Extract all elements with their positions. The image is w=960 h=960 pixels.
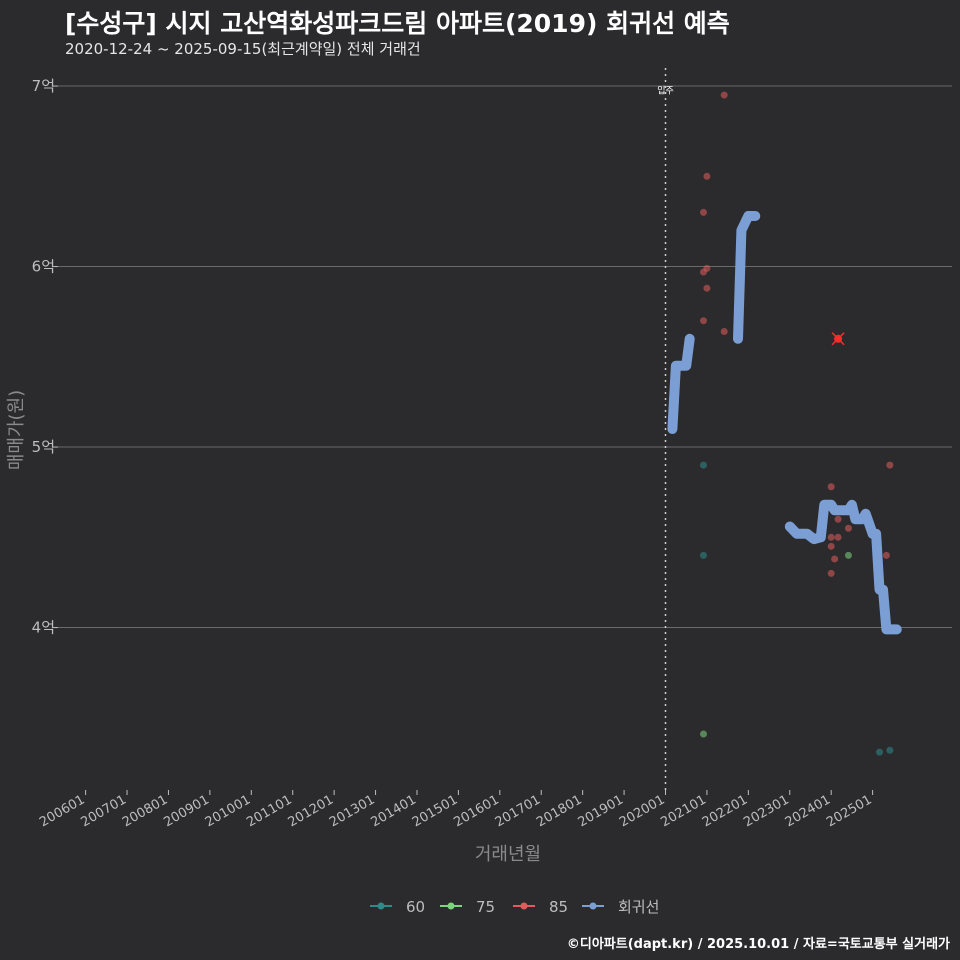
regression-line [667, 211, 902, 635]
point-85-12 [827, 542, 835, 550]
legend: 60 75 85 회귀선 [370, 898, 659, 916]
x-tick-label-9: 201501 [410, 792, 460, 830]
regression-segment-2 [784, 499, 902, 635]
point-60-2 [876, 748, 884, 756]
x-tick-label-0: 200601 [37, 792, 87, 830]
point-85-15 [834, 515, 842, 523]
point-85-3 [703, 264, 711, 272]
point-60-1 [699, 551, 707, 559]
chart-subtitle: 2020-12-24 ~ 2025-09-15(최근계약일) 전체 거래건 [65, 40, 421, 58]
highlight-cross-b [831, 332, 845, 346]
point-85-6 [720, 91, 728, 99]
x-tick-label-13: 201901 [576, 792, 626, 830]
point-85-16 [834, 533, 842, 541]
x-tick-label-17: 202301 [741, 792, 791, 830]
x-axis-label: 거래년월 [475, 844, 541, 865]
x-tick-label-8: 201401 [368, 792, 418, 830]
legend-label-0: 60 [406, 898, 425, 916]
move-in-label: 입주 [657, 84, 674, 96]
x-tick-label-11: 201701 [493, 792, 543, 830]
x-tick-label-2: 200801 [120, 792, 170, 830]
point-75-0 [699, 730, 707, 738]
regression-segment-1 [733, 211, 761, 344]
grid-lines [58, 85, 952, 629]
legend-label-1: 75 [476, 898, 495, 916]
point-85-13 [831, 555, 839, 563]
x-tick-label-19: 202501 [824, 792, 874, 830]
point-85-18 [882, 551, 890, 559]
x-tick-label-3: 200901 [161, 792, 211, 830]
x-tick-label-14: 202001 [617, 792, 667, 830]
x-tick-label-6: 201201 [286, 792, 336, 830]
x-tick-label-15: 202101 [658, 792, 708, 830]
x-axis-ticks: 2006012007012008012009012010012011012012… [37, 790, 875, 830]
point-75-1 [844, 551, 852, 559]
legend-dot-1 [447, 902, 455, 910]
y-tick-label-3: 7억 [32, 77, 55, 95]
point-85-5 [699, 317, 707, 325]
point-85-0 [699, 208, 707, 216]
chart-title: [수성구] 시지 고산역화성파크드림 아파트(2019) 회귀선 예측 [65, 9, 730, 38]
point-60-3 [886, 746, 894, 754]
x-tick-label-7: 201301 [327, 792, 377, 830]
point-85-1 [703, 172, 711, 180]
y-tick-label-0: 4억 [32, 619, 55, 637]
x-tick-label-4: 201001 [203, 792, 253, 830]
scatter-points [699, 91, 894, 756]
point-85-19 [886, 461, 894, 469]
legend-dot-0 [377, 902, 385, 910]
point-85-17 [844, 524, 852, 532]
x-tick-label-1: 200701 [79, 792, 129, 830]
x-tick-label-10: 201601 [451, 792, 501, 830]
legend-dot-3 [589, 902, 597, 910]
x-tick-label-12: 201801 [534, 792, 584, 830]
point-85-11 [827, 533, 835, 541]
x-tick-label-5: 201101 [244, 792, 294, 830]
point-85-9 [827, 483, 835, 491]
point-85-7 [720, 328, 728, 336]
point-85-14 [827, 569, 835, 577]
y-axis-label: 매매가(원) [6, 390, 27, 470]
x-tick-label-18: 202401 [783, 792, 833, 830]
y-tick-label-1: 5억 [32, 438, 55, 456]
point-60-0 [699, 461, 707, 469]
y-axis-ticks: 4억 5억 6억 7억 [32, 77, 58, 637]
footer-credit: ©디아파트(dapt.kr) / 2025.10.01 / 자료=국토교통부 실… [566, 937, 950, 952]
legend-label-3: 회귀선 [618, 898, 659, 916]
legend-label-2: 85 [549, 898, 568, 916]
regression-segment-0 [667, 333, 695, 434]
y-tick-label-2: 6억 [32, 258, 55, 276]
point-85-4 [703, 284, 711, 292]
move-in-marker: 입주 [657, 68, 674, 790]
x-tick-label-16: 202201 [700, 792, 750, 830]
legend-dot-2 [520, 902, 528, 910]
